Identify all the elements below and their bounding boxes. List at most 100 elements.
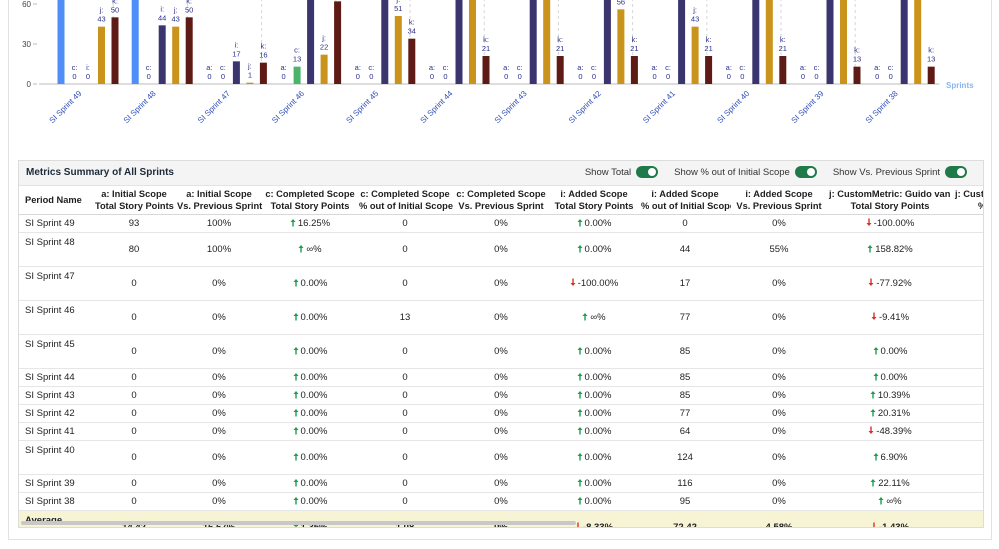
trend-cell: 0.00% <box>827 334 953 369</box>
overflow-cell <box>953 510 983 527</box>
data-label-value: 43 <box>691 15 699 24</box>
data-label-series: j: <box>99 6 104 15</box>
data-label: c: 0 <box>814 63 820 81</box>
toggle[interactable]: Show Total <box>584 166 659 178</box>
table-row: SI Sprint 39 0 0% 0.00% 0 0% 0.00% 116 0% 22.11% <box>19 474 983 493</box>
column-header[interactable]: j: CustomMetric: Guido van Rossum Total S… <box>827 186 953 215</box>
arrow-shape <box>871 522 877 527</box>
data-label-value: 0 <box>430 72 434 81</box>
data-label-series: k: <box>631 35 637 44</box>
toggle[interactable]: Show % out of Initial Scope <box>674 166 817 178</box>
data-label-series: j: <box>321 34 326 43</box>
data-label-series: c: <box>888 63 894 72</box>
arrow-shape <box>868 278 874 286</box>
data-label-value: 22 <box>320 43 328 52</box>
bar <box>185 17 193 84</box>
value-cell: 0% <box>731 214 827 233</box>
bar <box>482 56 490 84</box>
data-label-value: 0 <box>666 72 670 81</box>
column-header[interactable]: c: Completed Scope Vs. Previous Sprint <box>453 186 549 215</box>
column-header[interactable]: j: CustomMetric: Guido van Rossum% out o… <box>953 186 983 215</box>
overflow-cell <box>953 440 983 475</box>
toggle-switch[interactable] <box>636 166 659 178</box>
data-label-value: 0 <box>72 72 76 81</box>
data-label-value: 43 <box>172 15 180 24</box>
value-cell: 0% <box>731 368 827 387</box>
data-label: j: 1 <box>247 62 252 80</box>
column-header[interactable]: i: Added Scope Vs. Previous Sprint <box>731 186 827 215</box>
trend-value: -48.39% <box>876 426 912 437</box>
down-arrow <box>575 522 581 527</box>
column-header[interactable]: a: Initial Scope Vs. Previous Sprint <box>175 186 263 215</box>
x-tick-label: SI Sprint 48 <box>122 89 158 125</box>
toggle-switch[interactable] <box>794 166 817 178</box>
up-arrow <box>577 409 583 417</box>
value-cell: 100% <box>175 214 263 233</box>
period-cell: SI Sprint 39 <box>19 474 93 493</box>
data-label-series: a: <box>280 63 286 72</box>
data-label-series: a: <box>503 63 509 72</box>
data-label-value: 51 <box>394 4 402 13</box>
data-label: k: 21 <box>482 35 490 53</box>
column-subtitle: Vs. Previous Sprint <box>177 201 263 211</box>
trend-value: 0.00% <box>584 346 612 357</box>
trend-cell: 0.00% <box>549 474 639 493</box>
value-cell: 64 <box>639 422 731 441</box>
trend-value: 0.00% <box>584 244 612 255</box>
value-cell: 0% <box>731 422 827 441</box>
toggle-label: Show Total <box>584 166 632 178</box>
bar <box>840 0 847 84</box>
arrow-shape <box>298 245 304 253</box>
data-label: c: 0 <box>888 63 894 81</box>
arrow-shape <box>868 426 874 434</box>
x-tick-label: SI Sprint 46 <box>270 89 306 125</box>
column-header[interactable]: c: Completed Scope % out of Initial Scope <box>357 186 453 215</box>
data-label-series: c: <box>294 46 300 55</box>
data-label: k: 16 <box>259 42 267 60</box>
period-cell: SI Sprint 40 <box>19 440 93 475</box>
up-arrow <box>293 313 299 321</box>
x-tick-label: SI Sprint 47 <box>196 89 232 125</box>
trend-cell: 0.00% <box>827 368 953 387</box>
table-row: SI Sprint 45 0 0% 0.00% 0 0% 0.00% 85 0% 0.00% <box>19 334 983 369</box>
toggle[interactable]: Show Vs. Previous Sprint <box>833 166 967 178</box>
column-subtitle: Vs. Previous Sprint <box>736 201 822 211</box>
bar <box>394 16 402 84</box>
toggle-switch[interactable] <box>945 166 967 178</box>
up-arrow <box>878 497 884 505</box>
value-cell: 0 <box>93 266 175 301</box>
arrow-shape <box>577 453 583 461</box>
column-header[interactable]: i: Added Scope % out of Initial Scope <box>639 186 731 215</box>
bar <box>232 61 240 84</box>
data-label: c: 0 <box>368 63 374 81</box>
trend-cell: 20.31% <box>827 404 953 423</box>
up-arrow <box>577 391 583 399</box>
column-header[interactable]: Period Name <box>19 186 93 215</box>
data-label-value: 0 <box>740 72 744 81</box>
panel-title: Metrics Summary of All Sprints <box>26 167 174 178</box>
column-header[interactable]: a: Initial Scope Total Story Points <box>93 186 175 215</box>
column-header[interactable]: c: Completed Scope Total Story Points <box>263 186 357 215</box>
data-label: j:51 <box>394 0 402 13</box>
trend-value: 10.39% <box>877 390 911 401</box>
arrow-shape <box>293 313 299 321</box>
data-label: a: 0 <box>726 63 732 81</box>
trend-value: 0.00% <box>300 312 328 323</box>
trend-value: -9.41% <box>878 312 910 323</box>
scrollbar[interactable] <box>21 521 576 525</box>
up-arrow <box>298 245 304 253</box>
data-label-series: a: <box>874 63 880 72</box>
arrow-shape <box>878 497 884 505</box>
table-row: SI Sprint 42 0 0% 0.00% 0 0% 0.00% 77 0% 20.31% <box>19 404 983 423</box>
bar <box>603 0 611 84</box>
data-label-value: 0 <box>592 72 596 81</box>
table-row: SI Sprint 46 0 0% 0.00% 13 0% ∞% 77 0% -9.41% <box>19 300 983 335</box>
value-cell: 0% <box>731 404 827 423</box>
arrow-shape <box>866 218 872 226</box>
column-header[interactable]: i: Added Scope Total Story Points <box>549 186 639 215</box>
table-row: SI Sprint 48 80 100% ∞% 0 0% 0.00% 44 55% 158.82% <box>19 232 983 267</box>
trend-cell: 0.00% <box>549 368 639 387</box>
trend-cell: 0.00% <box>549 334 639 369</box>
